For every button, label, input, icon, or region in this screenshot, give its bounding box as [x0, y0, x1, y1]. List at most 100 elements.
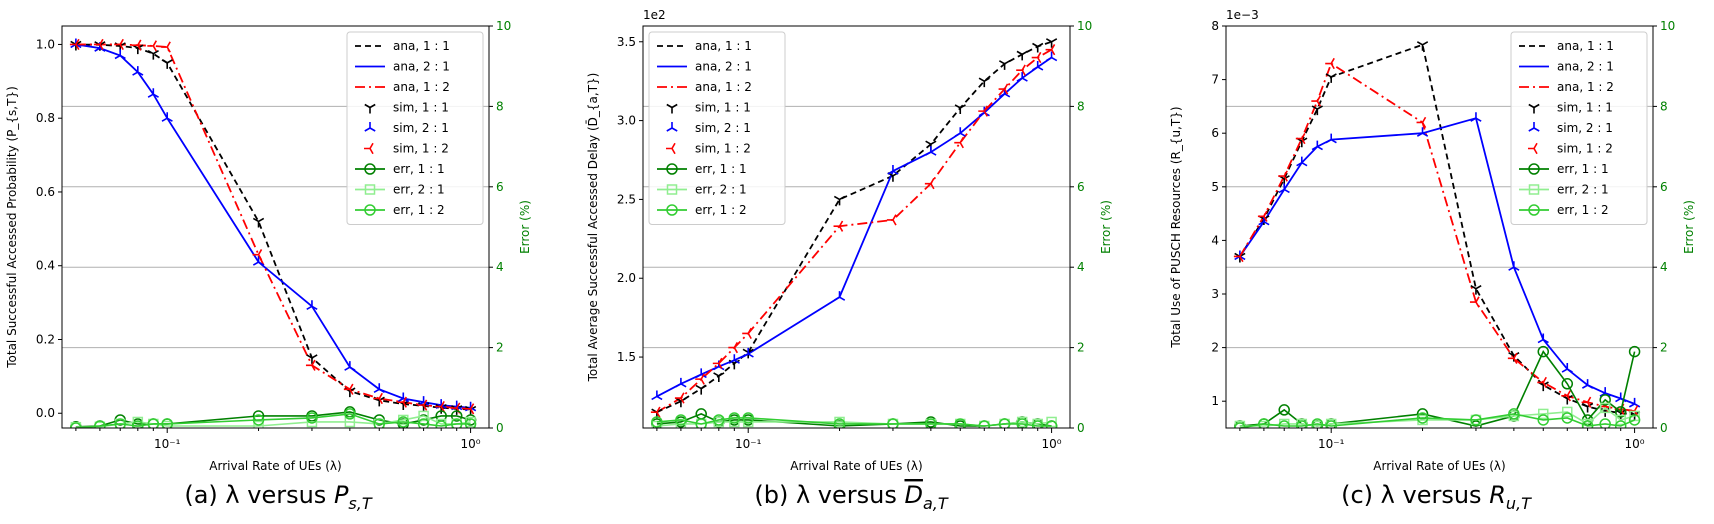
data-point — [1295, 132, 1306, 145]
data-point — [435, 420, 447, 428]
data-point — [1032, 42, 1044, 53]
legend: ana, 1 : 1 ana, 2 : 1 ana, 1 : 2 sim, 1 : 1… — [346, 31, 484, 225]
data-point — [742, 412, 754, 424]
legend-label: ana, 1 : 2 — [393, 80, 450, 94]
data-point — [1416, 412, 1429, 424]
caption-subscript: u,T — [1506, 494, 1532, 513]
data-point — [450, 418, 463, 428]
legend-marker — [364, 103, 376, 114]
legend: ana, 1 : 1 ana, 2 : 1 ana, 1 : 2 sim, 1 : 1… — [1510, 31, 1648, 225]
data-point — [1325, 57, 1335, 70]
data-point — [728, 354, 740, 364]
data-point — [1508, 408, 1520, 420]
y2-tick-label: 4 — [1660, 260, 1668, 274]
x-tick-label: 10⁻¹ — [154, 437, 181, 451]
data-point — [161, 418, 173, 428]
data-point — [131, 39, 142, 51]
series-line-7 — [75, 415, 471, 428]
y-tick-label: 0.0 — [36, 406, 55, 420]
data-point — [1016, 64, 1026, 76]
data-point — [978, 105, 988, 117]
legend-label: sim, 2 : 1 — [1557, 121, 1613, 135]
data-point — [306, 412, 318, 424]
data-point — [1628, 414, 1641, 426]
legend-label: sim, 2 : 1 — [695, 121, 751, 135]
data-point — [1278, 170, 1288, 182]
legend-marker — [1528, 122, 1540, 132]
legend-marker — [666, 122, 678, 132]
data-point — [397, 416, 410, 428]
legend-label: sim, 1 : 2 — [393, 142, 449, 156]
data-point — [1470, 284, 1482, 295]
legend-label: sim, 1 : 1 — [1557, 101, 1613, 115]
panel-2: 1 2 3 4 5 6 7 8 1e−3 0 2 4 6 8 10 10⁻¹ 10⁰ Arrival Rate o… — [1169, 8, 1696, 513]
y2-tick-label: 0 — [496, 421, 504, 435]
data-point — [1599, 394, 1611, 406]
y2-tick-label: 2 — [1077, 341, 1085, 355]
legend-marker — [666, 204, 678, 216]
data-point — [924, 178, 935, 190]
data-point — [1258, 418, 1270, 428]
data-point — [978, 420, 991, 428]
data-point — [1599, 387, 1611, 397]
data-point — [1016, 50, 1028, 61]
data-point — [1278, 404, 1290, 416]
series-markers-8 — [1234, 408, 1641, 428]
data-point — [1599, 402, 1611, 414]
data-point — [998, 60, 1011, 70]
y2-tick-label: 8 — [1660, 99, 1668, 113]
data-point — [712, 357, 723, 369]
legend-marker — [1528, 142, 1538, 155]
data-point — [1311, 105, 1323, 116]
y-tick-label: 1.0 — [36, 37, 55, 51]
data-point — [650, 406, 661, 418]
legend-label: ana, 2 : 1 — [393, 60, 450, 74]
data-point — [1234, 422, 1246, 428]
y-tick-label: 6 — [1211, 126, 1219, 140]
data-point — [253, 420, 264, 428]
data-point — [886, 214, 897, 226]
data-point — [728, 341, 739, 354]
legend-marker — [1528, 204, 1540, 216]
data-point — [1561, 363, 1573, 373]
x-tick-label: 10⁻¹ — [735, 437, 762, 451]
y-tick-label: 4 — [1211, 233, 1219, 247]
y2-tick-label: 0 — [1660, 421, 1668, 435]
y2-tick-label: 10 — [1660, 19, 1675, 33]
data-point — [1628, 397, 1641, 408]
panel-caption: (b) λ versus Da,T — [754, 481, 948, 513]
y2-tick-label: 2 — [1660, 341, 1668, 355]
y-tick-label: 0.2 — [36, 332, 55, 346]
legend-marker — [364, 142, 374, 155]
data-point — [833, 220, 844, 232]
x-tick-label: 10⁰ — [461, 437, 481, 451]
data-point — [1278, 420, 1290, 428]
data-point — [252, 217, 265, 228]
y-tick-label: 2.5 — [617, 192, 636, 206]
y2-tick-label: 6 — [1660, 180, 1668, 194]
data-point — [925, 418, 937, 428]
legend-box — [648, 31, 786, 225]
data-point — [651, 390, 663, 401]
x-axis-label: Arrival Rate of UEs (λ) — [790, 459, 922, 473]
caption-prefix: (b) λ versus — [754, 481, 904, 509]
data-point — [713, 372, 725, 382]
data-point — [417, 399, 428, 411]
legend-label: sim, 2 : 1 — [393, 121, 449, 135]
caption-variable: D — [904, 481, 922, 509]
data-point — [1561, 390, 1571, 402]
data-point — [1508, 261, 1520, 271]
legend-label: ana, 1 : 1 — [393, 39, 450, 53]
y-tick-label: 0.6 — [36, 185, 55, 199]
data-point — [1537, 333, 1549, 344]
data-point — [954, 418, 967, 428]
data-point — [1537, 376, 1547, 389]
legend-label: err, 1 : 2 — [393, 203, 445, 217]
data-point — [343, 383, 354, 395]
data-point — [1561, 412, 1574, 424]
data-point — [742, 327, 752, 340]
y-tick-label: 0.4 — [36, 259, 55, 273]
data-point — [1628, 345, 1641, 358]
legend-label: err, 1 : 1 — [695, 162, 747, 176]
